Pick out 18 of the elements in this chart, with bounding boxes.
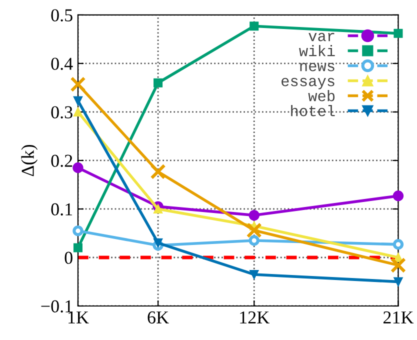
legend-label: hotel xyxy=(291,105,335,116)
x-tick-label: 12K xyxy=(240,311,270,324)
y-tick-label: 0.2 xyxy=(51,154,72,167)
y-tick-label: −0.1 xyxy=(41,300,72,313)
legend-label: news xyxy=(300,62,334,72)
legend-label: web xyxy=(308,90,335,102)
legend-label: wiki xyxy=(299,45,335,56)
y-tick-label: 0.1 xyxy=(51,203,72,216)
y-tick-label: 0.4 xyxy=(51,58,73,70)
y-tick-label: 0.3 xyxy=(51,106,72,118)
x-tick-label: 6K xyxy=(148,311,169,324)
legend-label: var xyxy=(308,32,334,42)
y-tick-label: 0 xyxy=(64,252,72,264)
legend-label: essays xyxy=(282,78,334,90)
x-tick-label: 1K xyxy=(68,311,89,324)
y-tick-label: 0.5 xyxy=(51,9,72,22)
y-axis-title: Δ(k) xyxy=(21,144,38,176)
x-tick-label: 21K xyxy=(383,311,414,324)
